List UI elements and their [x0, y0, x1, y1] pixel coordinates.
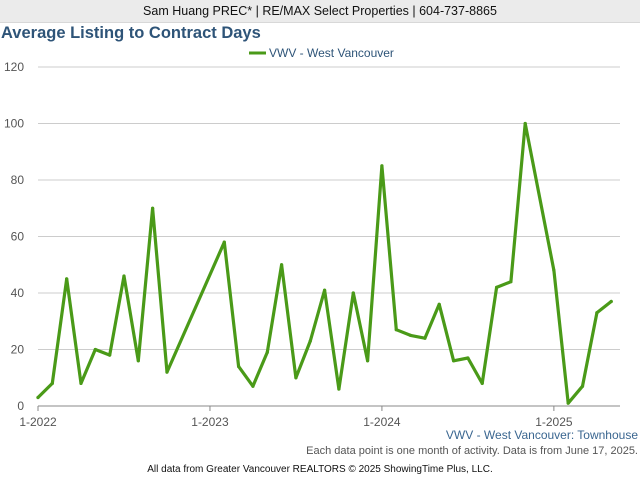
data-point	[36, 395, 40, 400]
series-layer	[36, 121, 613, 405]
y-tick-label: 100	[4, 117, 24, 131]
data-point	[237, 364, 241, 369]
x-tick-label: 1-2023	[191, 415, 229, 429]
y-tick-label: 0	[17, 399, 24, 413]
x-tick-label: 1-2024	[363, 415, 401, 429]
data-point	[423, 336, 427, 340]
y-tick-label: 60	[11, 230, 25, 244]
data-point	[265, 350, 269, 354]
data-point	[222, 240, 226, 244]
data-point	[93, 347, 97, 352]
legend: VWV - West Vancouver	[249, 46, 394, 60]
data-point	[351, 291, 355, 295]
legend-label: VWV - West Vancouver	[269, 46, 394, 60]
gridlines	[38, 66, 620, 350]
data-point	[136, 359, 140, 363]
x-tick-label: 1-2025	[535, 415, 573, 429]
y-tick-label: 120	[4, 60, 24, 74]
data-point	[365, 359, 370, 363]
data-point	[523, 121, 527, 126]
y-tick-label: 40	[11, 286, 25, 300]
data-point	[451, 359, 456, 363]
data-point	[122, 274, 126, 278]
data-point	[552, 268, 556, 272]
data-point	[380, 164, 384, 168]
data-point	[466, 356, 470, 360]
data-point	[580, 384, 585, 388]
data-point	[294, 376, 298, 380]
chart-subtitle: VWV - West Vancouver: Townhouse	[445, 428, 638, 442]
chart-title: Average Listing to Contract Days	[1, 24, 261, 42]
x-tick-label: 1-2022	[19, 415, 57, 429]
series-line	[36, 121, 613, 405]
y-tick-label: 20	[11, 343, 25, 357]
data-point	[280, 263, 284, 267]
data-point	[494, 285, 499, 289]
x-axis: 1-2022 1-2023 1-2024 1-2025	[19, 405, 620, 429]
data-point	[394, 328, 398, 332]
data-point	[65, 277, 69, 281]
y-tick-label: 80	[11, 173, 25, 187]
data-point	[566, 401, 570, 405]
data-point	[151, 206, 155, 210]
footnote: Each data point is one month of activity…	[306, 445, 638, 457]
y-axis: 0 20 40 60 80 100 120	[4, 60, 24, 413]
data-point	[323, 288, 327, 292]
data-point	[251, 384, 255, 388]
data-point	[437, 302, 441, 306]
agent-banner: Sam Huang PREC* | RE/MAX Select Properti…	[0, 0, 640, 23]
data-point	[609, 299, 613, 304]
data-point	[308, 339, 312, 343]
data-point	[337, 387, 341, 391]
data-source-footer: All data from Greater Vancouver REALTORS…	[147, 464, 493, 475]
data-point	[595, 311, 599, 315]
data-point	[165, 370, 169, 374]
data-point	[50, 381, 54, 385]
data-point	[408, 333, 413, 337]
data-point	[79, 381, 83, 385]
data-point	[509, 280, 513, 284]
data-point	[108, 353, 112, 357]
data-point	[480, 381, 484, 385]
